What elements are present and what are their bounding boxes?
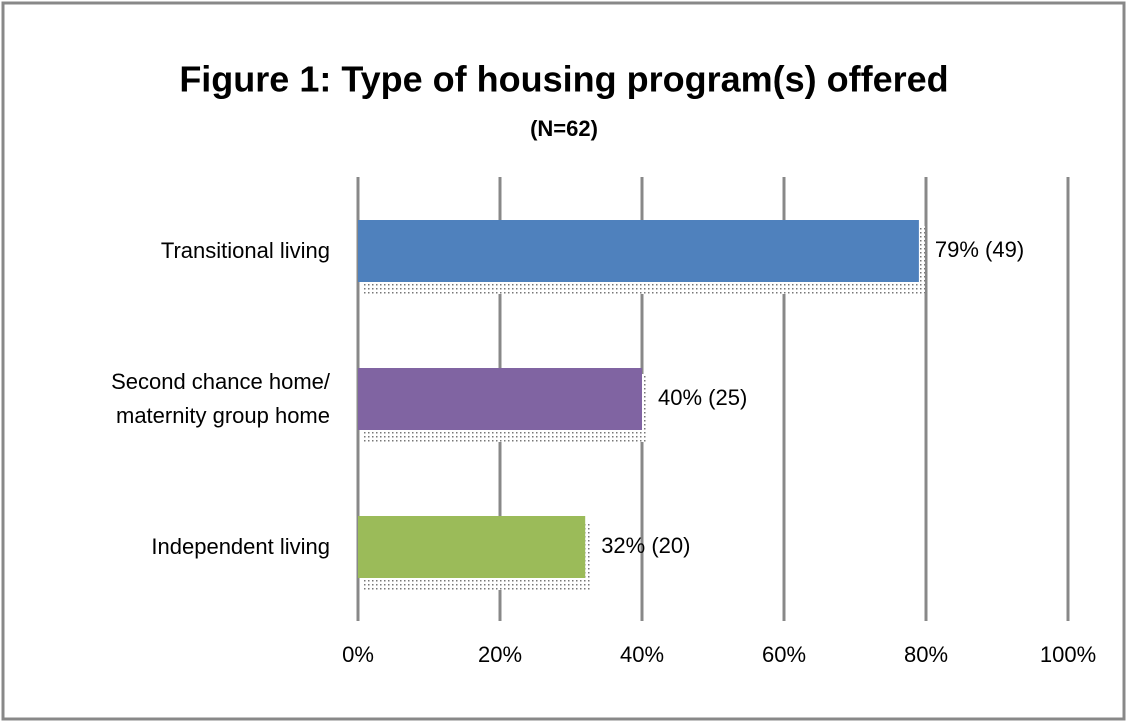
value-label: 40% (25)	[658, 385, 747, 410]
y-tick-label: Independent living	[151, 534, 330, 559]
chart-title: Figure 1: Type of housing program(s) off…	[179, 59, 948, 100]
value-label: 32% (20)	[601, 533, 690, 558]
value-label: 79% (49)	[935, 237, 1024, 262]
x-tick-label: 0%	[342, 642, 374, 667]
bar	[358, 220, 919, 282]
x-tick-label: 80%	[904, 642, 948, 667]
bar	[358, 368, 642, 430]
x-tick-label: 20%	[478, 642, 522, 667]
x-tick-label: 100%	[1040, 642, 1096, 667]
x-tick-label: 60%	[762, 642, 806, 667]
bar	[358, 516, 586, 578]
y-tick-label: Second chance home/ maternity group home	[111, 369, 330, 428]
chart-subtitle: (N=62)	[530, 116, 598, 141]
y-tick-label: Transitional living	[160, 238, 330, 263]
x-tick-label: 40%	[620, 642, 664, 667]
